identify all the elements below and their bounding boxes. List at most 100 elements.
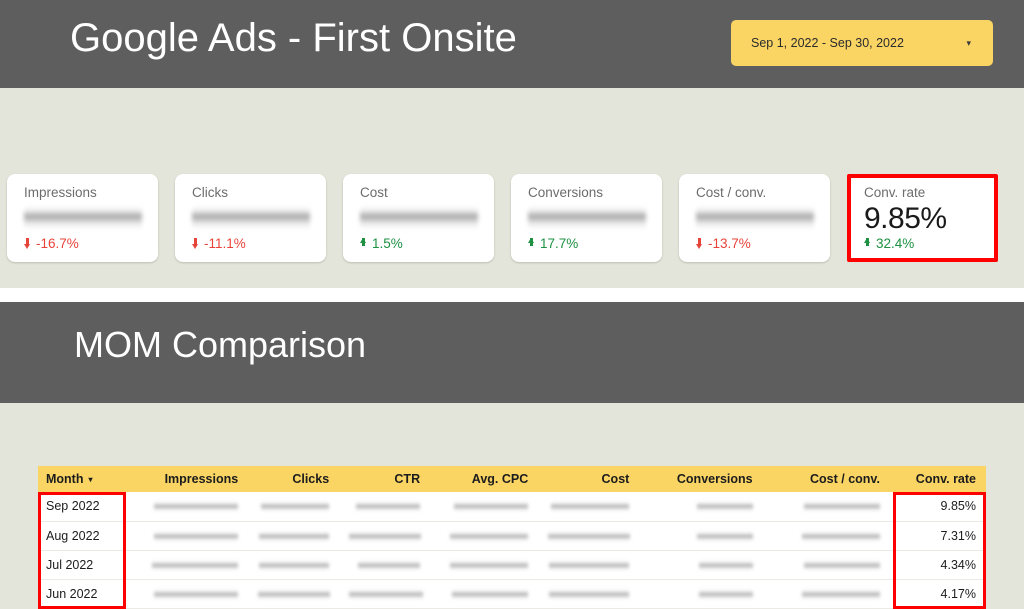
cell-conv-rate: 7.31% xyxy=(889,521,986,551)
scorecard-delta: -11.1% xyxy=(192,236,246,251)
table-row[interactable]: Sep 2022 9.85% xyxy=(38,492,986,522)
redacted-value xyxy=(698,559,753,571)
scorecard-value-redacted xyxy=(360,206,478,230)
cell-cost-per-conv xyxy=(762,521,890,551)
scorecard-value-redacted xyxy=(528,206,646,230)
cell-conversions xyxy=(639,550,763,580)
cell-month: Aug 2022 xyxy=(38,521,127,551)
cell-conversions xyxy=(639,579,763,609)
redacted-value xyxy=(154,588,239,600)
column-header-conv-rate[interactable]: Conv. rate xyxy=(889,466,986,492)
cell-conversions xyxy=(639,492,763,522)
mom-comparison-table: Month ▾ Impressions Clicks CTR Avg. CPC C… xyxy=(38,466,986,609)
cell-impressions xyxy=(126,579,249,609)
scorecard-delta-label: 1.5% xyxy=(372,236,403,251)
column-header-ctr[interactable]: CTR xyxy=(339,466,431,492)
redacted-value xyxy=(696,530,753,542)
scorecard-delta: 17.7% xyxy=(528,236,578,251)
cell-avg-cpc xyxy=(430,550,539,580)
scorecard-delta: -16.7% xyxy=(24,236,79,251)
column-header-avg-cpc[interactable]: Avg. CPC xyxy=(430,466,539,492)
scorecard-delta-label: -13.7% xyxy=(708,236,751,251)
date-range-picker[interactable]: Sep 1, 2022 - Sep 30, 2022 ▾ xyxy=(731,20,993,66)
column-header-impressions[interactable]: Impressions xyxy=(126,466,249,492)
redacted-value xyxy=(549,559,630,571)
cell-clicks xyxy=(248,579,340,609)
scorecard-conv-rate[interactable]: Conv. rate 9.85% 32.4% xyxy=(847,174,998,262)
redacted-value xyxy=(259,559,330,571)
scorecard-title: Conversions xyxy=(528,185,604,200)
scorecard-title: Cost / conv. xyxy=(696,185,767,200)
scorecard-clicks[interactable]: Clicks -11.1% xyxy=(175,174,326,262)
section-header-bar: MOM Comparison xyxy=(0,302,1024,403)
scorecard-delta: 1.5% xyxy=(360,236,403,251)
cell-impressions xyxy=(126,521,249,551)
cell-impressions xyxy=(126,492,249,522)
arrow-up-icon xyxy=(864,237,871,250)
dashboard-header-bar: Google Ads - First Onsite Sep 1, 2022 - … xyxy=(0,0,1024,88)
section-title: MOM Comparison xyxy=(74,324,367,365)
redacted-value xyxy=(801,588,880,600)
sort-descending-icon: ▾ xyxy=(88,475,93,485)
cell-ctr xyxy=(339,492,431,522)
table-header: Month ▾ Impressions Clicks CTR Avg. CPC C… xyxy=(38,466,986,492)
redacted-value xyxy=(154,501,239,513)
scorecard-cost-per-conv[interactable]: Cost / conv. -13.7% xyxy=(679,174,830,262)
scorecard-delta-label: 17.7% xyxy=(540,236,579,251)
arrow-down-icon xyxy=(192,237,199,250)
scorecard-value-redacted xyxy=(696,206,814,230)
column-header-cost[interactable]: Cost xyxy=(538,466,640,492)
cell-month: Sep 2022 xyxy=(38,492,127,522)
arrow-down-icon xyxy=(24,237,31,250)
cell-conv-rate: 4.17% xyxy=(889,579,986,609)
redacted-value xyxy=(349,588,424,600)
redacted-value xyxy=(154,530,239,542)
table-row[interactable]: Jun 2022 4.17% xyxy=(38,579,986,609)
column-header-month[interactable]: Month ▾ xyxy=(38,466,127,492)
arrow-up-icon xyxy=(528,237,535,250)
scorecard-conversions[interactable]: Conversions 17.7% xyxy=(511,174,662,262)
cell-ctr xyxy=(339,521,431,551)
cell-conversions xyxy=(639,521,763,551)
table-row[interactable]: Jul 2022 4.34% xyxy=(38,550,986,580)
redacted-value xyxy=(358,559,421,571)
scorecard-cost[interactable]: Cost 1.5% xyxy=(343,174,494,262)
column-header-clicks[interactable]: Clicks xyxy=(248,466,340,492)
cell-cost xyxy=(538,550,640,580)
redacted-value xyxy=(698,588,753,600)
scorecard-band: Impressions -16.7% Clicks -11.1% Cost 1.… xyxy=(0,88,1024,288)
redacted-value xyxy=(450,530,529,542)
redacted-value xyxy=(356,501,421,513)
arrow-down-icon xyxy=(696,237,703,250)
chevron-down-icon: ▾ xyxy=(966,37,971,48)
redacted-value xyxy=(452,588,529,600)
column-header-cost-per-conv[interactable]: Cost / conv. xyxy=(762,466,890,492)
scorecard-title: Impressions xyxy=(24,185,97,200)
scorecard-value-redacted xyxy=(24,206,142,230)
cell-impressions xyxy=(126,550,249,580)
table-body: Sep 2022 9.85% Aug 2022 7.31% xyxy=(38,492,986,609)
scorecard-row: Impressions -16.7% Clicks -11.1% Cost 1.… xyxy=(7,174,1017,262)
cell-avg-cpc xyxy=(430,521,539,551)
column-header-conversions[interactable]: Conversions xyxy=(639,466,763,492)
cell-month: Jul 2022 xyxy=(38,550,127,580)
redacted-value xyxy=(803,501,880,513)
scorecard-delta-label: -16.7% xyxy=(36,236,79,251)
table-row[interactable]: Aug 2022 7.31% xyxy=(38,521,986,551)
redacted-value xyxy=(454,501,529,513)
cell-cost xyxy=(538,492,640,522)
cell-cost-per-conv xyxy=(762,579,890,609)
redacted-value xyxy=(551,501,630,513)
cell-cost xyxy=(538,579,640,609)
scorecard-delta-label: 32.4% xyxy=(876,236,915,251)
cell-clicks xyxy=(248,550,340,580)
cell-avg-cpc xyxy=(430,579,539,609)
scorecard-impressions[interactable]: Impressions -16.7% xyxy=(7,174,158,262)
scorecard-value-redacted xyxy=(192,206,310,230)
redacted-value xyxy=(803,559,880,571)
redacted-value xyxy=(450,559,529,571)
redacted-value xyxy=(696,501,753,513)
cell-conv-rate: 9.85% xyxy=(889,492,986,522)
redacted-value xyxy=(549,588,630,600)
table-header-row: Month ▾ Impressions Clicks CTR Avg. CPC C… xyxy=(38,466,986,492)
